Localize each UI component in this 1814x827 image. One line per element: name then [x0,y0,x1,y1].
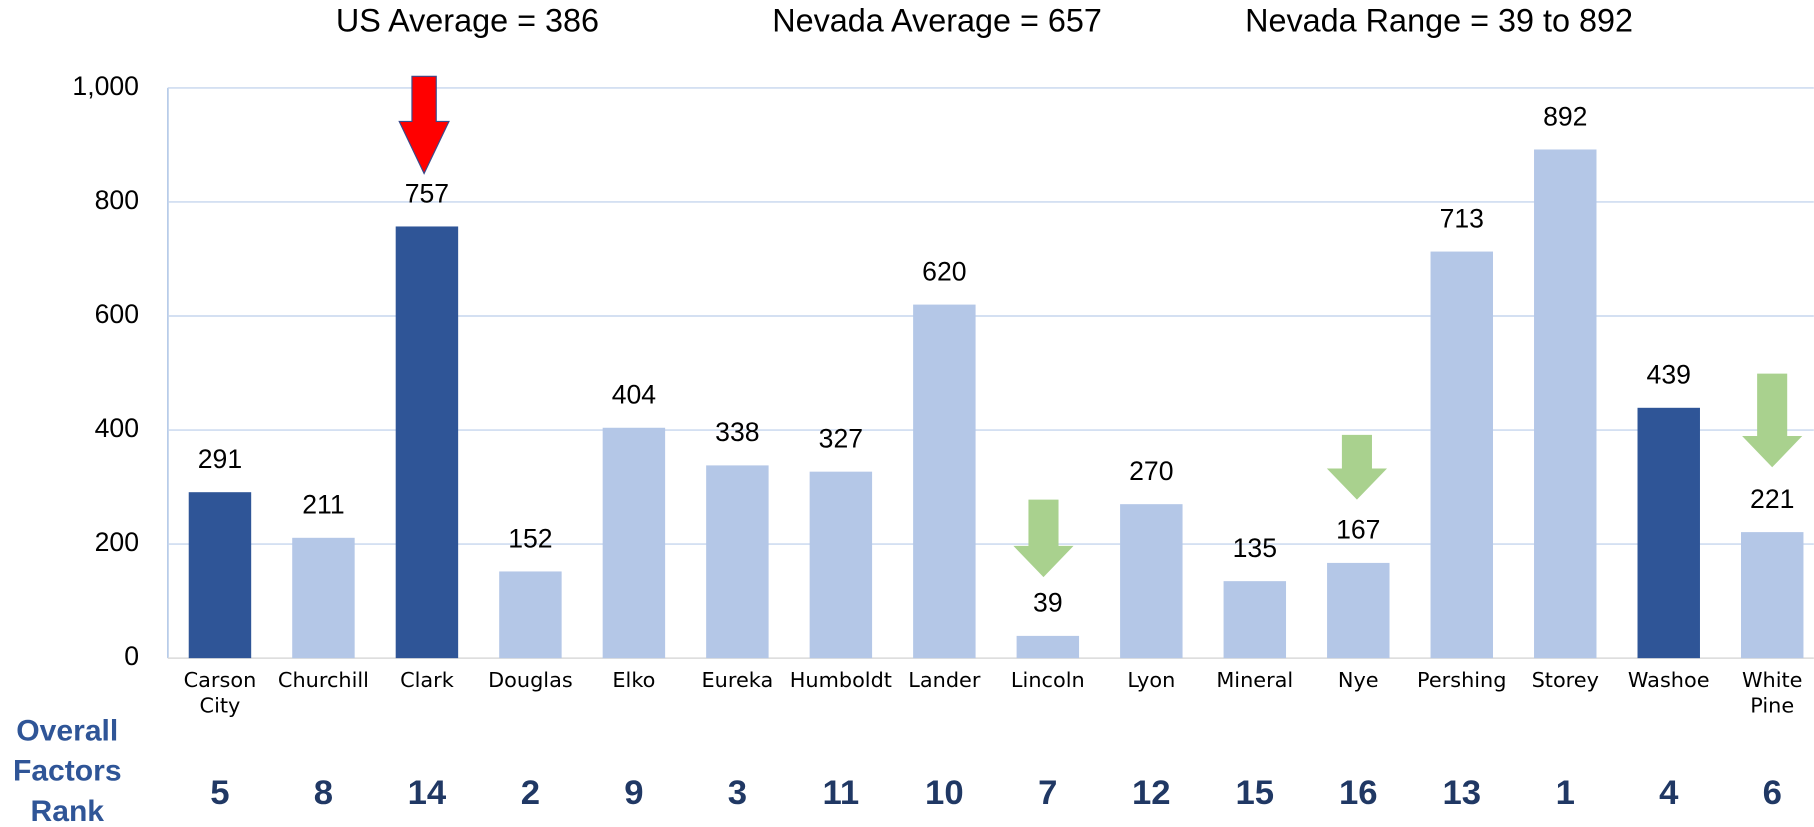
rank: 1 [1556,774,1575,812]
x-tick-label: Lincoln [1010,668,1085,693]
x-label-box: Humboldt [789,668,892,693]
x-tick-label: Washoe [1627,668,1710,693]
x-tick-label: Churchill [277,668,369,693]
data-label: 713 [1440,203,1484,233]
x-tick-label: Lander [908,668,981,693]
rank: 14 [408,774,447,812]
x-label-box: Lander [908,668,981,693]
x-tick-label: Pershing [1417,668,1507,693]
rank: 16 [1339,774,1378,812]
annotation: Nevada Range = 39 to 892 [1245,3,1633,39]
annotation: Nevada Average = 657 [772,3,1102,39]
y-tick-label: 600 [95,299,139,329]
data-label: 221 [1750,484,1794,514]
arrow-green [1742,373,1803,468]
x-tick-label: Carson City [183,668,257,719]
x-tick-label: White Pine [1741,668,1803,719]
arrow-green [1326,434,1388,500]
rank: 4 [1659,774,1679,812]
data-label: 620 [922,256,966,286]
x-label-box: Carson City [183,668,257,719]
x-label-box: Clark [400,668,454,693]
rank: 13 [1442,774,1481,812]
rank: 11 [823,774,860,812]
arrow-red [398,75,450,175]
bar [1016,635,1080,659]
x-tick-label: Mineral [1216,668,1294,693]
x-label-box: Churchill [277,668,369,693]
rank: 2 [521,774,540,812]
data-label: 167 [1336,515,1380,545]
x-label-box: Elko [612,668,656,693]
data-label: 404 [612,380,657,410]
bar [706,465,769,659]
rank: 7 [1038,774,1057,812]
x-label-box: Mineral [1216,668,1294,693]
x-label-box: Douglas [488,668,573,693]
x-tick-label: Lyon [1127,668,1176,693]
rank: 9 [624,774,643,812]
arrow-green [1013,499,1074,578]
x-label-box: Eureka [701,668,774,693]
bar [1637,407,1700,659]
data-label: 757 [405,178,449,208]
data-label: 338 [715,417,759,447]
x-label-box: Washoe [1627,668,1710,693]
y-tick-label: 800 [95,185,139,215]
x-tick-label: Humboldt [789,668,892,693]
x-tick-label: Nye [1337,668,1379,693]
data-label: 39 [1033,588,1063,618]
data-label: 439 [1647,360,1691,390]
data-label: 327 [819,423,863,453]
x-tick-label: Clark [400,668,454,693]
bar [395,226,459,659]
data-label: 270 [1129,456,1173,486]
rank-label-box: Overall Factors Rank [12,712,122,827]
rank-label: Overall Factors Rank [12,712,122,827]
bar [1327,562,1390,659]
bar [1120,504,1183,659]
bar [809,471,873,659]
annotation: US Average = 386 [336,3,599,39]
y-tick-label: 200 [95,527,139,557]
x-label-box: Pershing [1417,668,1507,693]
bar [292,537,355,659]
data-label: 892 [1543,101,1587,131]
rank: 5 [210,774,229,812]
rank: 12 [1132,774,1171,812]
bar [602,427,666,659]
rank: 3 [728,774,747,812]
bar [1740,532,1804,659]
x-tick-label: Elko [612,668,656,693]
x-label-box: Nye [1337,668,1379,693]
bar [1430,251,1494,659]
data-label: 291 [198,444,242,474]
x-label-box: White Pine [1741,668,1803,719]
y-tick-label: 0 [124,641,139,671]
x-label-box: Storey [1531,668,1599,693]
x-tick-label: Douglas [488,668,573,693]
bar [499,571,562,659]
y-tick-label: 1,000 [72,71,139,101]
data-label: 211 [302,490,344,520]
rank: 8 [314,774,333,812]
x-label-box: Lincoln [1010,668,1085,693]
data-label: 152 [508,523,552,553]
x-tick-label: Eureka [701,668,774,693]
bar [1534,149,1597,659]
x-label-box: Lyon [1127,668,1176,693]
bar [913,304,976,659]
rank: 15 [1236,774,1275,812]
rank: 10 [925,774,964,812]
y-tick-label: 400 [95,413,139,443]
data-label: 135 [1233,533,1277,563]
bar [188,492,252,659]
rank: 6 [1763,774,1782,812]
x-tick-label: Storey [1531,668,1599,693]
bar [1223,581,1287,659]
